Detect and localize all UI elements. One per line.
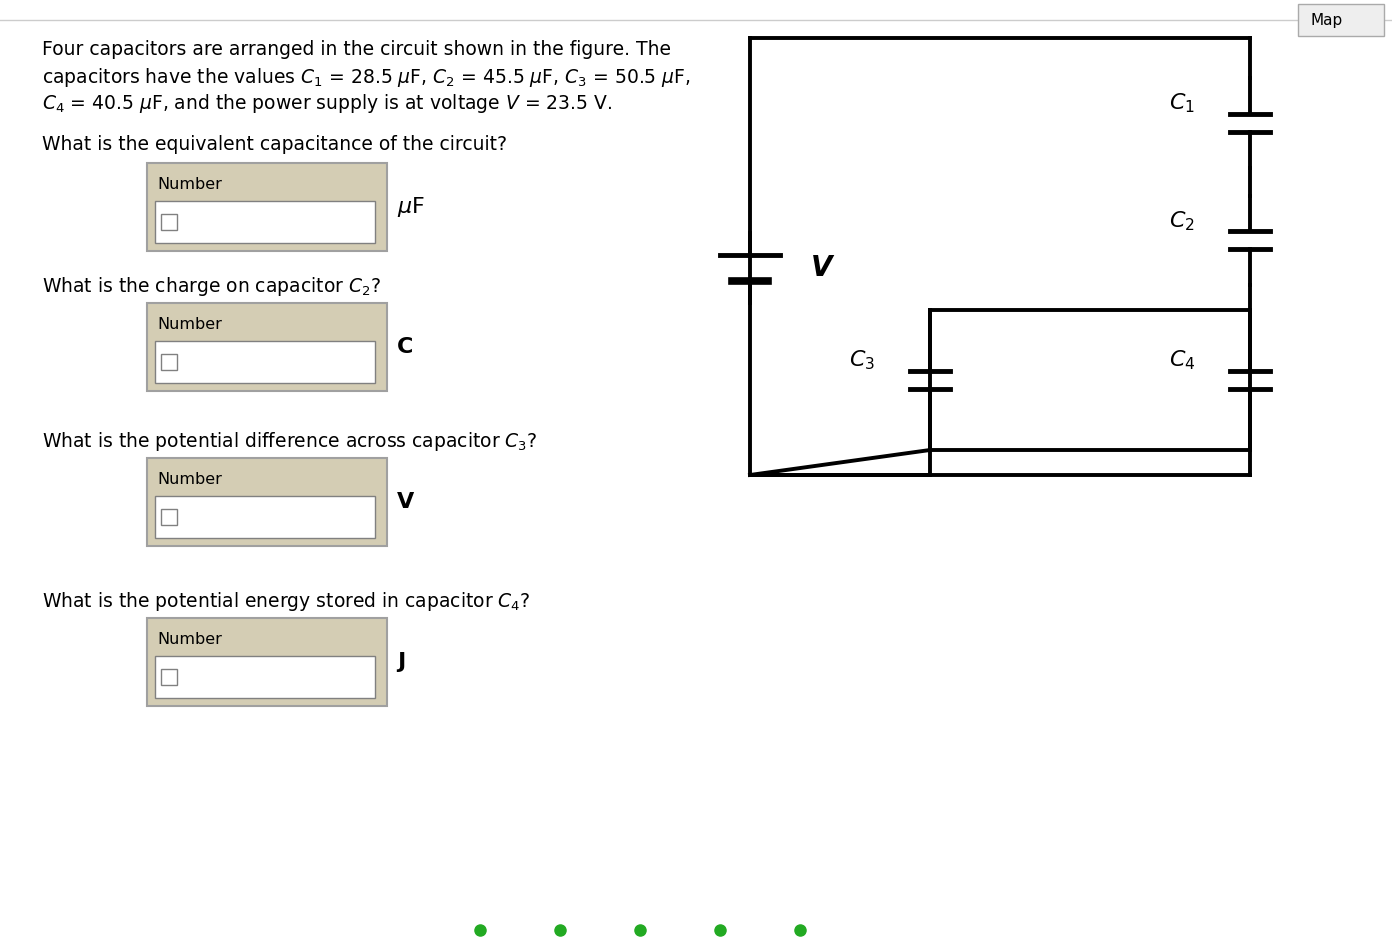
Text: Number: Number <box>157 632 221 647</box>
Text: What is the potential difference across capacitor $C_3$?: What is the potential difference across … <box>42 430 537 453</box>
Text: $C_2$: $C_2$ <box>1169 209 1194 233</box>
FancyBboxPatch shape <box>161 214 177 230</box>
FancyBboxPatch shape <box>155 341 374 383</box>
FancyBboxPatch shape <box>161 669 177 685</box>
Text: What is the potential energy stored in capacitor $C_4$?: What is the potential energy stored in c… <box>42 590 530 613</box>
Text: Number: Number <box>157 177 221 192</box>
Text: Four capacitors are arranged in the circuit shown in the figure. The: Four capacitors are arranged in the circ… <box>42 40 671 59</box>
Text: Number: Number <box>157 317 221 332</box>
FancyBboxPatch shape <box>148 303 387 391</box>
Text: $C_4$: $C_4$ <box>1168 348 1194 372</box>
Text: J: J <box>397 652 405 672</box>
Text: What is the charge on capacitor $C_2$?: What is the charge on capacitor $C_2$? <box>42 275 381 298</box>
Text: V: V <box>397 492 415 512</box>
FancyBboxPatch shape <box>1297 4 1384 36</box>
FancyBboxPatch shape <box>161 509 177 525</box>
Text: $\bfit{V}$: $\bfit{V}$ <box>810 254 835 282</box>
Text: Map: Map <box>1310 12 1342 27</box>
FancyBboxPatch shape <box>148 618 387 706</box>
Text: C: C <box>397 337 413 357</box>
Text: $C_1$: $C_1$ <box>1169 92 1194 115</box>
Text: capacitors have the values $C_1$ = 28.5 $\mu$F, $C_2$ = 45.5 $\mu$F, $C_3$ = 50.: capacitors have the values $C_1$ = 28.5 … <box>42 66 690 89</box>
Text: $C_4$ = 40.5 $\mu$F, and the power supply is at voltage $V$ = 23.5 V.: $C_4$ = 40.5 $\mu$F, and the power suppl… <box>42 92 612 115</box>
Text: Number: Number <box>157 472 221 487</box>
FancyBboxPatch shape <box>155 201 374 243</box>
Text: $\mu$F: $\mu$F <box>397 195 425 219</box>
FancyBboxPatch shape <box>155 656 374 698</box>
FancyBboxPatch shape <box>155 496 374 538</box>
FancyBboxPatch shape <box>148 163 387 251</box>
FancyBboxPatch shape <box>161 354 177 370</box>
FancyBboxPatch shape <box>148 458 387 546</box>
Text: $C_3$: $C_3$ <box>849 348 876 372</box>
Text: What is the equivalent capacitance of the circuit?: What is the equivalent capacitance of th… <box>42 135 507 154</box>
